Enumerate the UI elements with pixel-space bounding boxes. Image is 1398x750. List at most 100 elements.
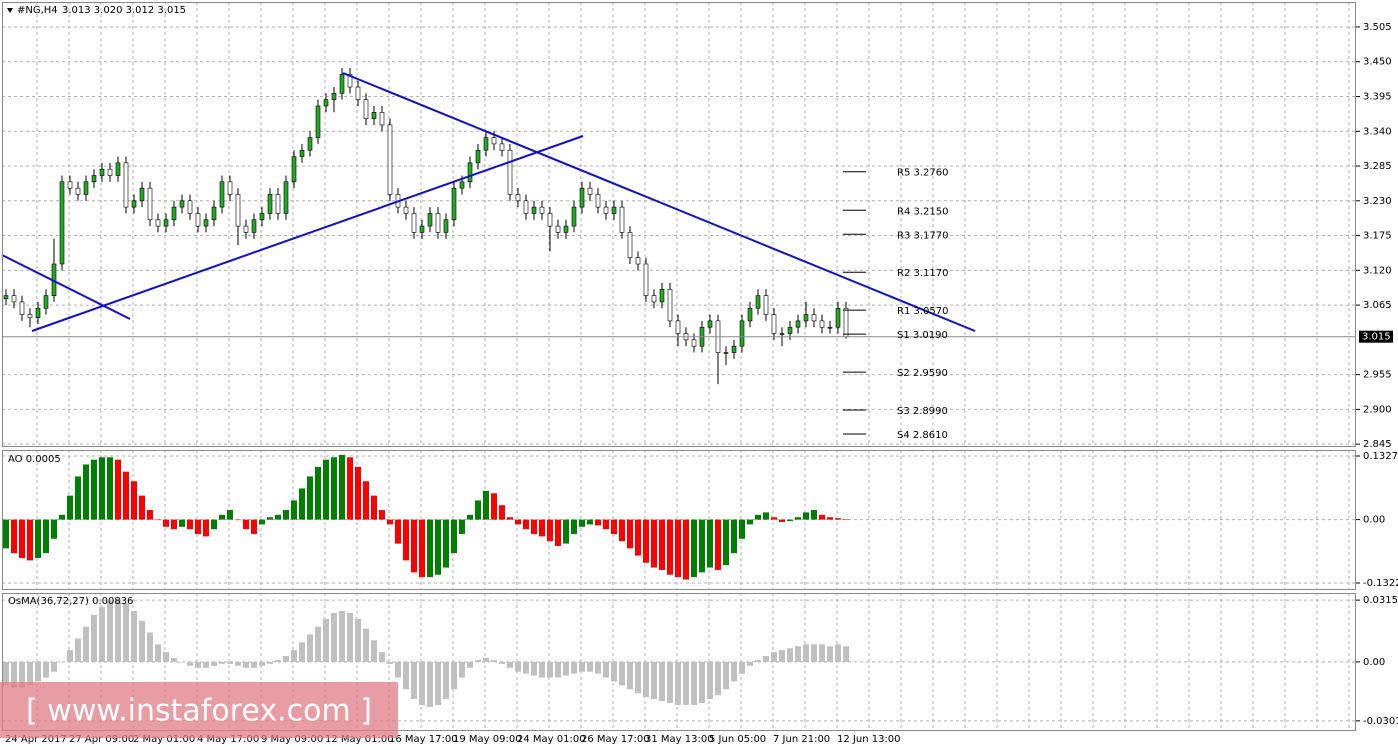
histogram-bar — [99, 607, 105, 662]
candle-body — [307, 137, 313, 151]
histogram-bar — [547, 519, 553, 542]
histogram-bar — [459, 519, 465, 534]
histogram-bar — [331, 457, 337, 520]
y-tick-label: 3.505 — [1363, 22, 1392, 33]
candle-body — [267, 194, 273, 214]
candle-body — [11, 295, 17, 303]
y-tick-label: 3.450 — [1363, 57, 1392, 68]
ao-pane — [2, 450, 1356, 590]
histogram-bar — [443, 661, 449, 700]
watermark-box — [0, 682, 398, 738]
candle-body — [571, 206, 577, 227]
ao-title: AO 0.0005 — [8, 454, 61, 465]
x-tick-label: 2 May 01:00 — [133, 734, 195, 745]
candle-body — [467, 162, 473, 183]
histogram-bar — [139, 620, 145, 662]
candle-body — [187, 200, 193, 214]
histogram-bar — [571, 519, 577, 534]
candle-body — [3, 295, 9, 300]
histogram-bar — [715, 519, 721, 570]
histogram-bar — [115, 459, 121, 520]
candle-body — [115, 162, 121, 176]
histogram-bar — [635, 661, 641, 694]
y-tick-label: 3.340 — [1363, 126, 1392, 137]
histogram-bar — [731, 519, 737, 554]
trend-line — [342, 72, 976, 332]
candle-body — [651, 295, 657, 303]
histogram-bar — [707, 661, 713, 700]
candle-body — [99, 168, 105, 176]
histogram-bar — [107, 601, 113, 662]
histogram-bar — [579, 661, 585, 672]
candle-body — [59, 181, 65, 265]
candle-body — [747, 307, 753, 322]
candle-body — [827, 326, 833, 329]
histogram-bar — [507, 661, 513, 668]
histogram-bar — [243, 661, 249, 668]
histogram-bar — [627, 661, 633, 690]
histogram-bar — [747, 519, 753, 525]
candle-body — [19, 301, 25, 315]
candle-body — [475, 149, 481, 164]
pivot-label: S3 2.8990 — [897, 406, 948, 417]
histogram-bar — [11, 519, 17, 554]
candle-body — [771, 314, 777, 334]
histogram-bar — [299, 488, 305, 520]
y-tick-label: 2.845 — [1363, 439, 1392, 450]
histogram-bar — [147, 510, 153, 520]
histogram-bar — [427, 661, 433, 707]
histogram-bar — [451, 661, 457, 690]
candle-body — [579, 187, 585, 208]
candle-body — [75, 187, 81, 195]
histogram-bar — [459, 661, 465, 678]
histogram-bar — [323, 459, 329, 520]
histogram-bar — [739, 661, 745, 674]
candle-body — [363, 99, 369, 119]
histogram-bar — [123, 603, 129, 662]
histogram-bar — [43, 661, 49, 678]
candle-body — [427, 213, 433, 227]
histogram-bar — [627, 519, 633, 549]
candle-body — [347, 74, 353, 88]
dropdown-arrow[interactable] — [7, 8, 13, 13]
histogram-bar — [483, 657, 489, 662]
y-tick-label: 0.00 — [1363, 515, 1385, 526]
histogram-bar — [243, 519, 249, 530]
histogram-bar — [363, 628, 369, 662]
symbol: #NG,H4 — [17, 5, 58, 16]
candle-body — [43, 295, 49, 309]
histogram-bar — [75, 638, 81, 662]
y-tick-label: -0.1322 — [1363, 578, 1398, 589]
histogram-bar — [123, 471, 129, 520]
candle-body — [707, 320, 713, 328]
histogram-bar — [59, 514, 65, 520]
x-tick-label: 24 Apr 2017 — [5, 734, 67, 745]
pivot-label: R2 3.1170 — [897, 268, 948, 279]
candle-body — [675, 320, 681, 334]
osma-pane — [2, 593, 1356, 731]
histogram-bar — [451, 519, 457, 554]
mark-layer — [2, 68, 1356, 707]
histogram-bar — [179, 661, 185, 663]
candle-body — [803, 314, 809, 322]
candle-body — [387, 124, 393, 195]
candle-body — [163, 219, 169, 227]
histogram-bar — [475, 500, 481, 520]
histogram-bar — [227, 510, 233, 520]
histogram-bar — [211, 661, 217, 666]
histogram-bar — [163, 652, 169, 662]
histogram-bar — [515, 661, 521, 672]
x-tick-label: 7 Jun 21:00 — [773, 734, 830, 745]
histogram-bar — [579, 519, 585, 527]
candle-body — [179, 200, 185, 208]
x-tick-label: 12 Jun 13:00 — [837, 734, 901, 745]
histogram-bar — [691, 519, 697, 578]
candle-body — [787, 326, 793, 334]
candle-body — [419, 225, 425, 233]
candle-body — [627, 232, 633, 258]
histogram-bar — [563, 519, 569, 544]
histogram-bar — [771, 517, 777, 520]
candle-body — [659, 288, 665, 303]
x-tick-label: 4 May 17:00 — [197, 734, 259, 745]
osma-title: OsMA(36,72,27) 0.00836 — [8, 596, 133, 607]
